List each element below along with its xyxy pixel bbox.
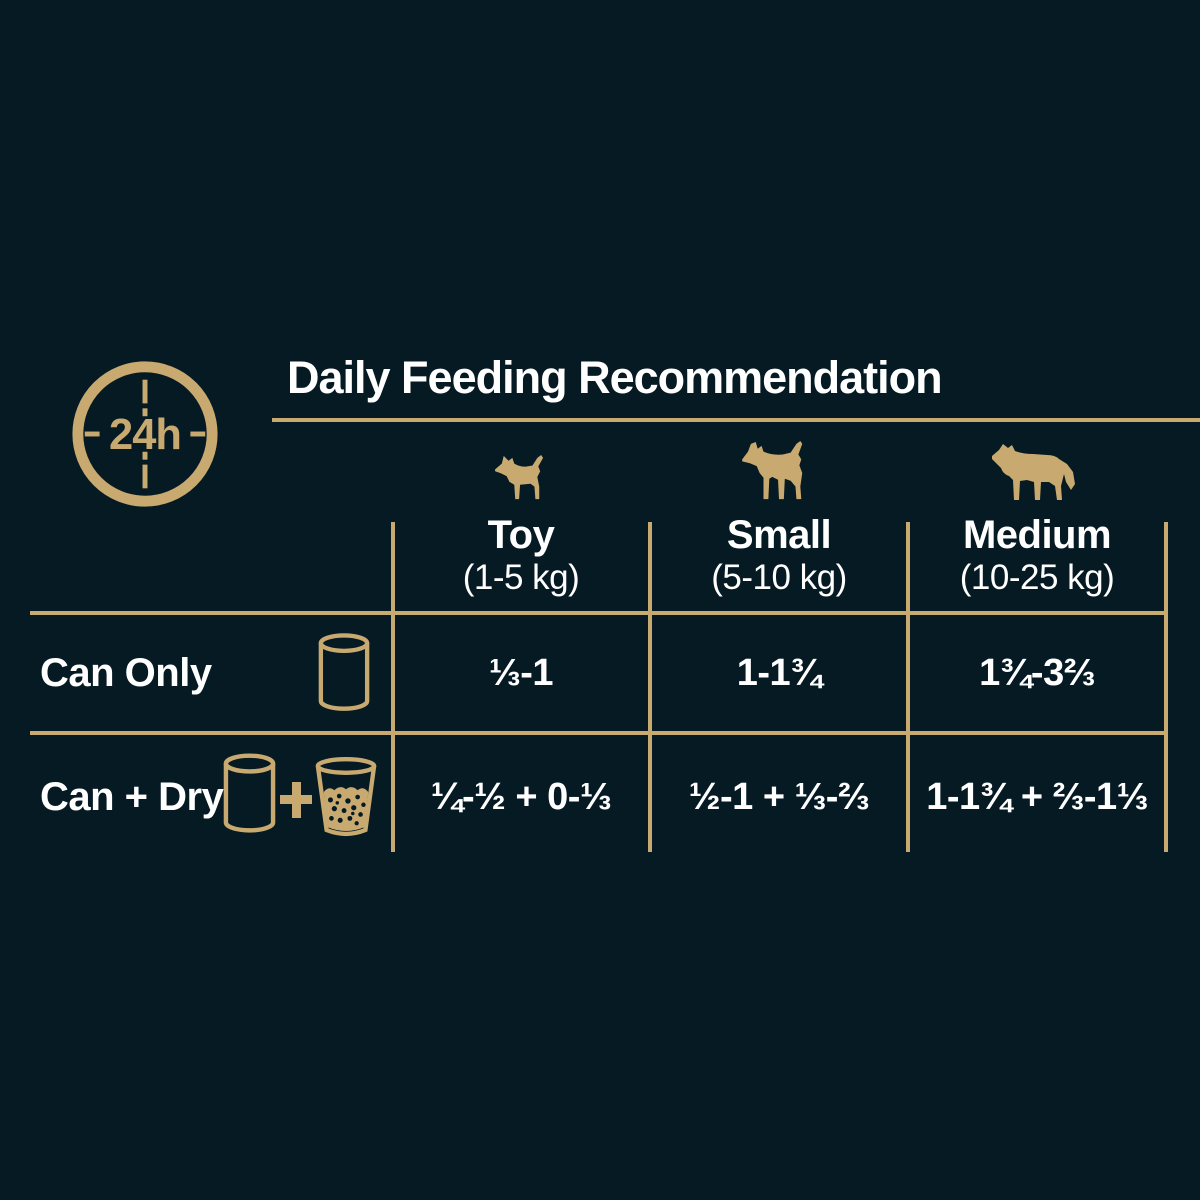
toy-dog-icon	[394, 440, 648, 502]
table-divider-vertical	[1164, 522, 1168, 852]
column-header-small: Small (5-10 kg)	[652, 514, 906, 595]
clock-24h-label: 24h	[109, 411, 181, 459]
cell-can-dry-toy: ¼-½ + 0-⅓	[430, 776, 612, 818]
column-weight-range: (1-5 kg)	[462, 558, 580, 597]
table-divider-vertical	[906, 522, 910, 852]
table-divider-vertical	[648, 522, 652, 852]
column-label: Small	[726, 513, 832, 557]
row-label-can-only: Can Only	[40, 651, 212, 695]
can-icon	[316, 633, 372, 715]
title-underline	[272, 418, 1200, 422]
cell-can-dry-medium: 1-1¾ + ⅔-1⅓	[926, 776, 1148, 818]
page-title: Daily Feeding Recommendation	[287, 352, 943, 403]
table-divider-horizontal	[30, 611, 1168, 615]
table-divider-vertical	[391, 522, 395, 852]
row-label-can-plus-dry: Can + Dry	[40, 775, 224, 819]
dry-food-cup-icon	[313, 755, 379, 839]
table-divider-horizontal	[30, 731, 1168, 735]
small-dog-icon	[652, 428, 906, 502]
cell-can-only-small: 1-1¾	[736, 652, 822, 694]
column-weight-range: (5-10 kg)	[711, 558, 847, 597]
can-icon	[221, 753, 277, 837]
clock-24h-icon: 24h	[66, 355, 224, 513]
column-label: Toy	[487, 513, 555, 557]
clock-24h-graphic: 24h	[72, 361, 218, 507]
cell-can-only-medium: 1¾-3⅔	[979, 652, 1095, 694]
column-header-toy: Toy (1-5 kg)	[394, 514, 648, 595]
cell-can-only-toy: ⅓-1	[489, 652, 553, 694]
cell-can-dry-small: ½-1 + ⅓-⅔	[688, 776, 870, 818]
plus-icon	[280, 780, 312, 820]
medium-dog-icon	[910, 430, 1164, 502]
column-header-medium: Medium (10-25 kg)	[910, 514, 1164, 595]
column-weight-range: (10-25 kg)	[959, 558, 1115, 597]
column-label: Medium	[962, 513, 1112, 557]
